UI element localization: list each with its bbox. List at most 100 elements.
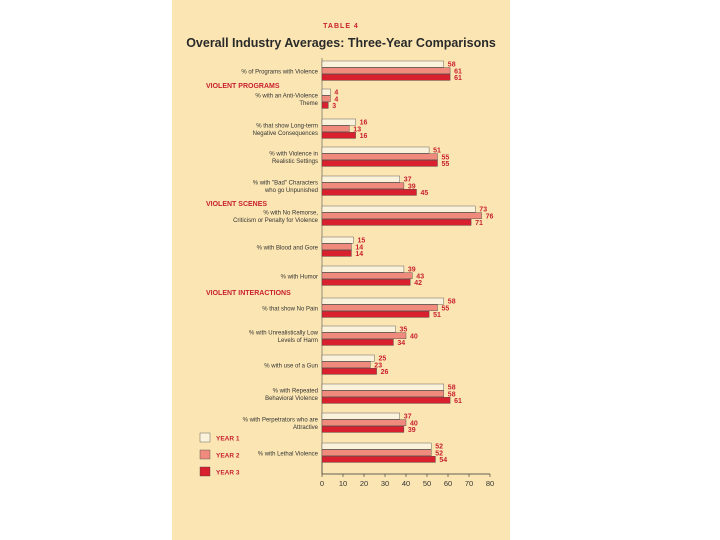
legend-label: YEAR 3 [216, 470, 240, 477]
bar [321, 325, 396, 333]
bar [321, 118, 356, 126]
bar-value-label: 15 [358, 238, 366, 245]
legend-swatch [199, 432, 211, 443]
bar-value-label: 16 [360, 133, 368, 140]
bar-value-label: 14 [355, 251, 363, 258]
section-header: VIOLENT INTERACTIONS [206, 290, 291, 297]
legend-label: YEAR 2 [216, 453, 240, 460]
category-label: Realistic Settings [272, 159, 318, 165]
bar [321, 243, 352, 251]
bar [321, 101, 329, 109]
bar-value-label: 14 [355, 244, 363, 251]
bar-value-label: 58 [448, 385, 456, 392]
bar [321, 159, 438, 167]
bar-value-label: 40 [410, 420, 418, 427]
bar [321, 339, 394, 346]
bar [321, 426, 405, 433]
category-label: % with Violence in [269, 152, 318, 158]
bar [321, 456, 436, 463]
bar [321, 368, 377, 375]
bar [321, 390, 445, 398]
category-label: % with Repeated [273, 389, 318, 395]
bar [321, 175, 400, 183]
x-tick-label: 20 [360, 479, 368, 488]
x-tick-label: 80 [486, 479, 494, 488]
category-label: Theme [299, 101, 318, 107]
bar-value-label: 43 [416, 273, 424, 280]
x-tick-label: 0 [320, 479, 324, 488]
bar [321, 412, 400, 420]
bar-value-label: 25 [379, 356, 387, 363]
bar [321, 272, 413, 280]
x-tick-label: 50 [423, 479, 431, 488]
bar [321, 397, 451, 404]
bar [321, 205, 476, 213]
bar-value-label: 39 [408, 183, 416, 190]
category-label: Attractive [293, 425, 319, 431]
bar [321, 249, 352, 257]
bar-value-label: 40 [410, 333, 418, 340]
bar-value-label: 13 [353, 126, 361, 133]
bar-value-label: 55 [442, 161, 450, 168]
category-label: % that show No Pain [262, 306, 318, 312]
bar-value-label: 58 [448, 62, 456, 69]
bar-value-label: 73 [479, 207, 487, 214]
bar-value-label: 39 [408, 427, 416, 434]
bar [321, 125, 350, 132]
bar-value-label: 4 [334, 96, 338, 103]
bar [321, 188, 417, 196]
bar-value-label: 61 [454, 68, 462, 75]
bar [321, 265, 405, 273]
section-header: VIOLENT SCENES [206, 201, 267, 208]
category-label: % with No Remorse, [263, 211, 318, 217]
bar [321, 311, 430, 318]
category-label: % with an Anti-Violence [255, 94, 318, 100]
category-label: % that show Long-term [256, 124, 318, 130]
legend-swatch [199, 449, 211, 460]
x-tick-label: 10 [339, 479, 347, 488]
bar-value-label: 16 [360, 120, 368, 127]
bar [321, 67, 451, 74]
category-label: Behavioral Violence [265, 396, 319, 402]
category-label: % with use of a Gun [264, 363, 318, 369]
bar-value-label: 54 [439, 457, 447, 464]
bar [321, 73, 451, 81]
category-label: % with Perpetrators who are [243, 418, 319, 424]
x-tick-label: 60 [444, 479, 452, 488]
bar-value-label: 34 [397, 340, 405, 347]
bar [321, 304, 438, 312]
bar-value-label: 26 [381, 369, 389, 376]
category-label: % with Lethal Violence [258, 451, 319, 457]
bar [321, 60, 445, 68]
bar-value-label: 23 [374, 362, 382, 369]
bar-value-label: 76 [486, 213, 494, 220]
bar [321, 182, 405, 190]
category-label: Negative Consequences [253, 131, 318, 137]
bar-value-label: 52 [435, 444, 443, 451]
chart-title: Overall Industry Averages: Three-Year Co… [186, 36, 496, 50]
bar-value-label: 52 [435, 450, 443, 457]
bar [321, 212, 482, 220]
bar [321, 361, 371, 369]
category-label: Levels of Harm [278, 338, 318, 344]
bar [321, 236, 354, 244]
category-label: % with "Bad" Characters [253, 181, 318, 187]
bar-value-label: 61 [454, 75, 462, 82]
bar-value-label: 3 [332, 103, 336, 110]
bar-value-label: 37 [404, 177, 412, 184]
bar [321, 153, 438, 161]
bar [321, 297, 445, 305]
bar-value-label: 55 [442, 305, 450, 312]
bar-value-label: 37 [404, 414, 412, 421]
bar-value-label: 45 [421, 190, 429, 197]
x-tick-label: 40 [402, 479, 410, 488]
category-label: % with Blood and Gore [257, 245, 319, 251]
x-tick-label: 30 [381, 479, 389, 488]
bar [321, 279, 411, 286]
bar-value-label: 51 [433, 148, 441, 155]
bar-value-label: 4 [334, 90, 338, 97]
bar-value-label: 35 [400, 327, 408, 334]
bar [321, 131, 356, 139]
bar [321, 218, 472, 226]
